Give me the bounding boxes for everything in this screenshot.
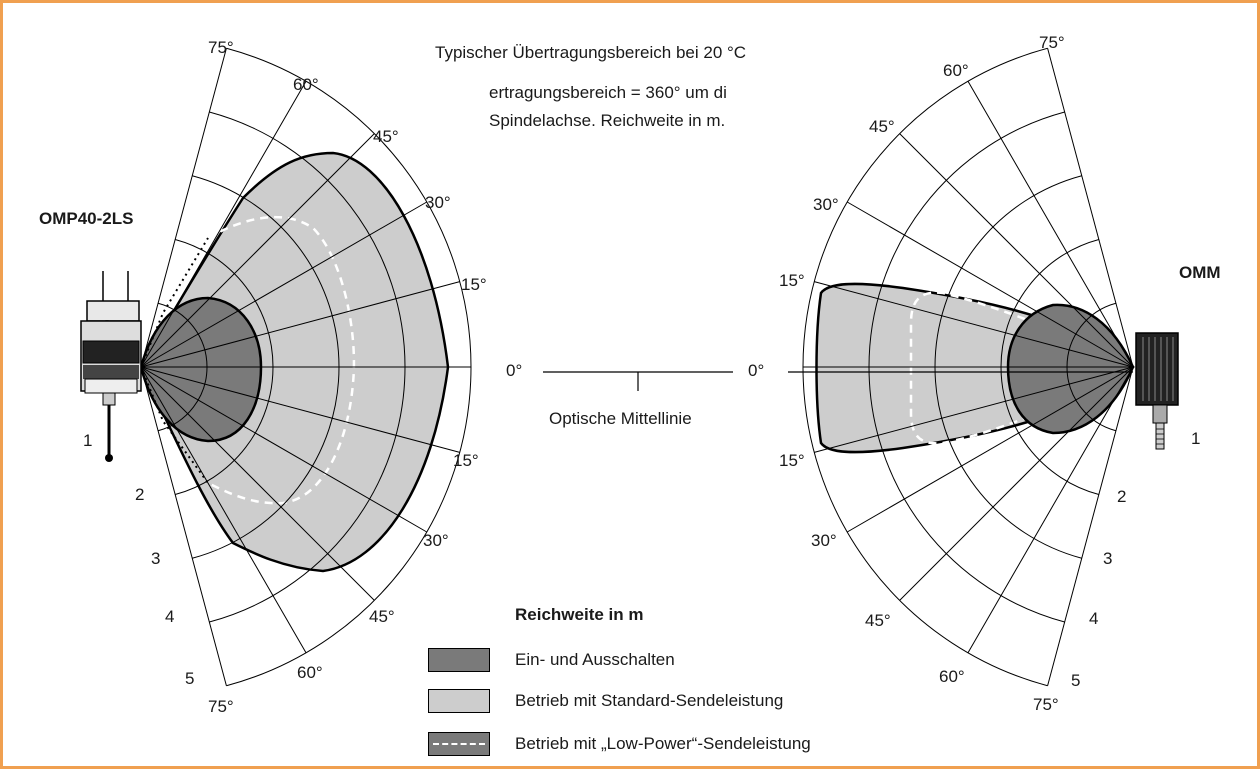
left-grid-spoke	[140, 366, 375, 601]
right-grid-spoke	[899, 133, 1134, 368]
right-grid-spoke	[846, 201, 1134, 368]
left-device-part-label: 1	[83, 431, 93, 450]
left-angle-bottom-75: 75°	[208, 697, 234, 716]
left-angle-top-30: 30°	[425, 193, 451, 212]
right-angle-bottom-30: 30°	[811, 531, 837, 550]
range-diagram	[80, 47, 1179, 687]
right-angle-top-15: 15°	[779, 271, 805, 290]
right-polar-diagram	[802, 47, 1135, 687]
left-grid-spoke	[140, 366, 307, 654]
right-grid-spoke	[1047, 366, 1134, 686]
right-grid-spoke	[899, 366, 1134, 601]
right-range-4: 4	[1089, 609, 1099, 628]
right-angle-top-45: 45°	[869, 117, 895, 136]
left-polar-diagram	[139, 47, 472, 687]
left-grid-spoke	[140, 281, 460, 368]
right-angle-bottom-75: 75°	[1033, 695, 1059, 714]
left-angle-bottom-45: 45°	[369, 607, 395, 626]
left-device-name: OMP40-2LS	[39, 209, 134, 228]
right-angle-top-60: 60°	[943, 61, 969, 80]
optical-centerline-label: Optische Mittellinie	[549, 409, 692, 428]
omp-probe-illustration	[80, 271, 142, 462]
left-grid-spoke	[140, 48, 227, 368]
legend-label-low-power: Betrieb mit „Low-Power“-Sendeleistung	[515, 734, 811, 753]
right-switch-zone	[1006, 303, 1135, 435]
right-grid-spoke	[846, 366, 1134, 533]
right-grid-spoke	[814, 281, 1134, 368]
legend-label-switching: Ein- und Ausschalten	[515, 650, 675, 669]
left-angle-top-75: 75°	[208, 38, 234, 57]
omm-receiver-illustration	[1135, 332, 1179, 450]
left-angle-bottom-30: 30°	[423, 531, 449, 550]
left-angle-zero: 0°	[506, 361, 523, 380]
left-grid-spoke	[140, 366, 227, 686]
left-low-power-line	[207, 215, 356, 505]
left-angle-top-15: 15°	[461, 275, 487, 294]
right-angle-top-75: 75°	[1039, 33, 1065, 52]
right-device-name: OMM	[1179, 263, 1221, 282]
right-grid	[802, 47, 1134, 687]
left-angle-bottom-60: 60°	[297, 663, 323, 682]
left-range-2: 2	[135, 485, 145, 504]
right-grid-spoke	[814, 366, 1134, 453]
left-angle-bottom-15: 15°	[453, 451, 479, 470]
title-line-2: ertragungsbereich = 360° um di	[489, 83, 727, 102]
left-angle-top-45: 45°	[373, 127, 399, 146]
right-device-part-label: 1	[1191, 429, 1201, 448]
left-edge-dotted-bottom	[140, 366, 209, 484]
left-grid-spoke	[140, 201, 428, 368]
right-grid-spoke	[967, 80, 1134, 368]
left-grid-spoke	[140, 366, 460, 453]
right-angle-zero: 0°	[748, 361, 765, 380]
left-grid-spoke	[140, 366, 428, 533]
right-angle-bottom-45: 45°	[865, 611, 891, 630]
legend-title: Reichweite in m	[515, 605, 644, 624]
right-angle-bottom-60: 60°	[939, 667, 965, 686]
left-grid-spoke	[140, 80, 307, 368]
left-angle-top-60: 60°	[293, 75, 319, 94]
right-range-2: 2	[1117, 487, 1127, 506]
left-grid	[140, 47, 472, 687]
title-line-1: Typischer Übertragungsbereich bei 20 °C	[435, 43, 747, 62]
legend-swatch-standard	[428, 689, 490, 713]
right-grid-spoke	[967, 366, 1134, 654]
left-range-3: 3	[151, 549, 161, 568]
right-grid-spoke	[1047, 48, 1134, 368]
right-angle-bottom-15: 15°	[779, 451, 805, 470]
left-range-4: 4	[165, 607, 175, 626]
title-line-3: Spindelachse. Reichweite in m.	[489, 111, 726, 130]
left-grid-spoke	[140, 133, 375, 368]
legend-swatch-low-power	[428, 732, 490, 756]
legend-label-standard: Betrieb mit Standard-Sendeleistung	[515, 691, 784, 710]
legend-swatch-switching	[428, 648, 490, 672]
left-edge-dotted-top	[140, 237, 209, 368]
right-range-5: 5	[1071, 671, 1081, 690]
right-range-3: 3	[1103, 549, 1113, 568]
left-range-5: 5	[185, 669, 195, 688]
right-angle-top-30: 30°	[813, 195, 839, 214]
left-switch-zone	[139, 296, 263, 443]
